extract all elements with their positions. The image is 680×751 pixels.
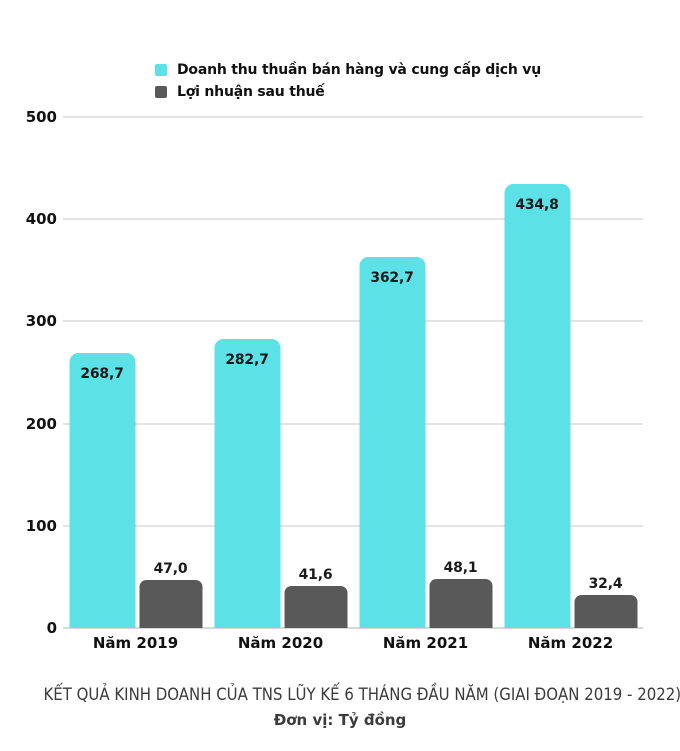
y-tick-label: 400 (25, 210, 57, 229)
x-axis-label: Năm 2021 (382, 634, 469, 652)
bar-value-label: 434,8 (515, 196, 559, 213)
y-tick-label: 100 (25, 516, 57, 535)
legend-swatch-icon (155, 85, 167, 98)
x-axis-label: Năm 2022 (527, 634, 614, 652)
chart-unit-label: Đơn vị: Tỷ đồng (273, 711, 407, 729)
bar-group: 362,7 48,1 (353, 117, 498, 628)
profit-bar: 47,0 (139, 561, 202, 628)
y-tick-label: 200 (25, 414, 57, 433)
grid-line (63, 116, 643, 118)
legend-label: Doanh thu thuần bán hàng và cung cấp dịc… (177, 61, 541, 78)
legend-item: Doanh thu thuần bán hàng và cung cấp dịc… (155, 60, 541, 79)
chart-title: KẾT QUẢ KINH DOANH CỦA TNS LŨY KẾ 6 THÁN… (43, 685, 680, 705)
bar-pair: 434,8 32,4 (504, 183, 637, 628)
y-tick-label: 500 (25, 108, 57, 126)
x-axis-label: Năm 2020 (237, 634, 324, 652)
legend-label: Lợi nhuận sau thuế (177, 83, 325, 100)
bar-value-label: 41,6 (298, 566, 333, 583)
profit-bar: 32,4 (574, 576, 637, 628)
y-tick-label: 300 (25, 312, 57, 331)
grid-line (63, 524, 643, 527)
grid-line (63, 422, 643, 425)
bar-group: 282,7 41,6 (208, 117, 353, 628)
revenue-bar: 268,7 (69, 353, 135, 628)
chart-footer: KẾT QUẢ KINH DOANH CỦA TNS LŨY KẾ 6 THÁN… (0, 682, 680, 730)
bar-value-label: 282,7 (225, 352, 269, 369)
y-tick-label: 0 (46, 619, 57, 637)
grid-line (63, 320, 643, 323)
y-axis: 0 100 200 300 400 500 (0, 108, 57, 637)
bar-value-label: 47,0 (153, 560, 188, 577)
x-axis: Năm 2019 Năm 2020 Năm 2021 Năm 2022 (63, 634, 643, 656)
bar-pair: 362,7 48,1 (359, 257, 492, 628)
chart-legend: Doanh thu thuần bán hàng và cung cấp dịc… (155, 60, 541, 101)
x-axis-line (63, 627, 643, 629)
grid-line (63, 218, 643, 221)
bar-group: 268,7 47,0 (63, 117, 208, 628)
bar-group: 434,8 32,4 (498, 117, 643, 628)
profit-bar: 41,6 (284, 567, 347, 628)
bar-value-label: 268,7 (80, 366, 124, 383)
bar-value-label: 48,1 (443, 559, 478, 576)
revenue-bar: 434,8 (504, 183, 570, 628)
bar-pair: 282,7 41,6 (214, 339, 347, 628)
profit-bar: 48,1 (429, 560, 492, 628)
x-axis-label: Năm 2019 (92, 634, 179, 652)
bar-value-label: 32,4 (588, 575, 623, 592)
bar-value-label: 362,7 (370, 270, 414, 287)
plot-area: 268,7 47,0 282,7 41,6 362,7 48,1 434,8 32,4 (63, 116, 643, 629)
bar-pair: 268,7 47,0 (69, 353, 202, 628)
legend-swatch-icon (155, 63, 167, 76)
legend-item: Lợi nhuận sau thuế (155, 82, 541, 101)
revenue-bar: 282,7 (214, 339, 280, 628)
revenue-bar: 362,7 (359, 257, 425, 628)
